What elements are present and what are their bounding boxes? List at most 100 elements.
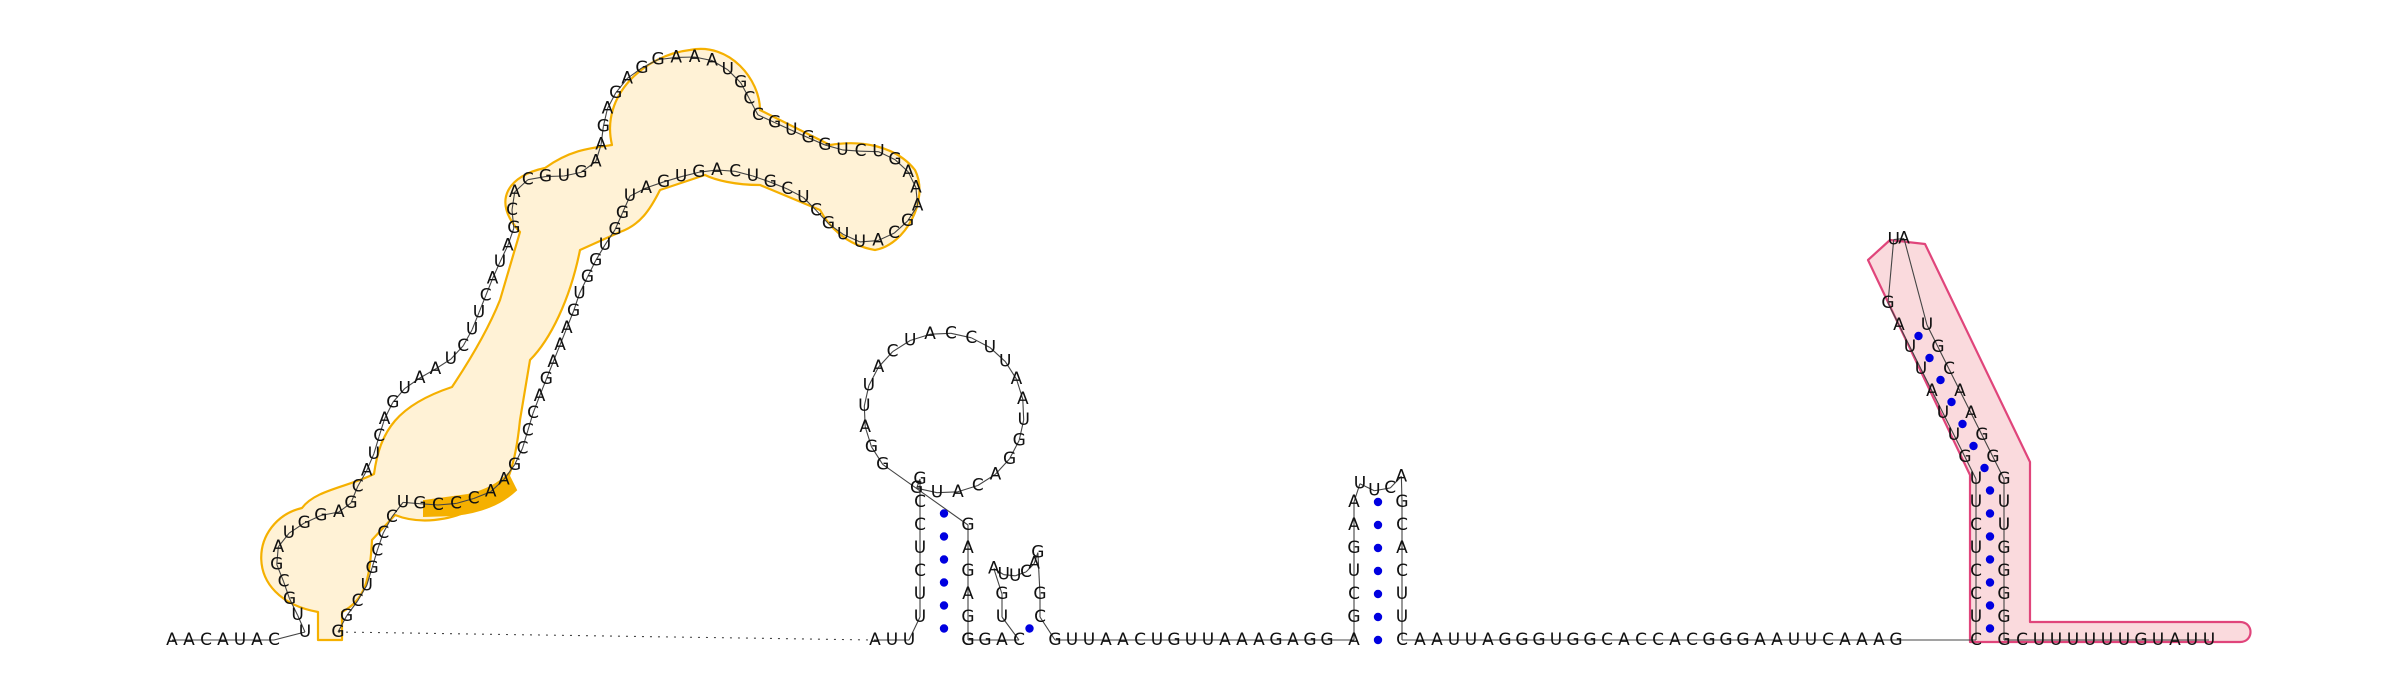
backbone-bond bbox=[282, 581, 291, 599]
nucleotide: C bbox=[810, 200, 822, 220]
nucleotide: U bbox=[1998, 515, 2010, 535]
nucleotide: C bbox=[1652, 630, 1664, 650]
nucleotide: A bbox=[1669, 630, 1681, 650]
backbone-bond bbox=[727, 69, 742, 84]
backbone-bond bbox=[859, 240, 879, 243]
backbone-bond bbox=[337, 631, 876, 641]
nucleotide: U bbox=[722, 60, 734, 80]
nucleotide: C bbox=[887, 342, 899, 362]
backbone-bond bbox=[527, 412, 534, 431]
nucleotide: C bbox=[371, 540, 383, 560]
backbone-bond bbox=[485, 278, 494, 296]
nucleotide: C bbox=[377, 523, 389, 543]
backbone-bond bbox=[957, 484, 978, 493]
nucleotide: G bbox=[1498, 630, 1511, 650]
nucleotide: C bbox=[2016, 630, 2028, 650]
nucleotide: C bbox=[888, 223, 900, 243]
nucleotide: G bbox=[961, 561, 974, 581]
nucleotide: U bbox=[797, 187, 809, 207]
backbone-bond bbox=[1022, 399, 1025, 420]
nucleotide: U bbox=[473, 303, 485, 323]
nucleotide: U bbox=[466, 320, 478, 340]
backbone-bond bbox=[916, 487, 938, 494]
nucleotide: A bbox=[1954, 381, 1966, 401]
nucleotide: A bbox=[251, 630, 263, 650]
nucleotide: A bbox=[498, 470, 510, 490]
nucleotide: A bbox=[2169, 630, 2181, 650]
nucleotide: U bbox=[747, 166, 759, 186]
orange-filled-segment bbox=[423, 472, 518, 518]
nucleotide: G bbox=[1003, 449, 1016, 469]
nucleotide: U bbox=[872, 142, 884, 162]
nucleotide: G bbox=[270, 554, 283, 574]
backbone-bond bbox=[621, 195, 631, 214]
nucleotide: A bbox=[166, 630, 178, 650]
backbone-bond bbox=[511, 209, 515, 229]
nucleotide: G bbox=[609, 83, 622, 103]
backbone-bond bbox=[552, 344, 561, 363]
backbone-bond bbox=[357, 470, 368, 487]
nucleotide: U bbox=[1185, 630, 1197, 650]
nucleotide: U bbox=[283, 523, 295, 543]
nucleotide: U bbox=[1805, 630, 1817, 650]
backbone-bond bbox=[320, 511, 339, 517]
backbone-bond bbox=[511, 191, 516, 211]
nucleotide: U bbox=[368, 444, 380, 464]
nucleotide: A bbox=[1898, 229, 1910, 249]
nucleotide: C bbox=[450, 493, 462, 513]
base-pair-dot bbox=[939, 578, 949, 587]
nucleotide: G bbox=[1997, 630, 2010, 650]
nucleotide: C bbox=[1970, 515, 1982, 535]
nucleotide: C bbox=[1601, 630, 1613, 650]
nucleotide: G bbox=[331, 622, 344, 642]
backbone-bond bbox=[346, 600, 358, 617]
nucleotide: G bbox=[1031, 543, 1044, 563]
nucleotide: C bbox=[1034, 607, 1046, 627]
nucleotide: A bbox=[1396, 538, 1408, 558]
base-pair-dot bbox=[1958, 419, 1967, 429]
base-pair-dot bbox=[1980, 463, 1989, 473]
backbone-bond bbox=[455, 497, 474, 505]
nucleotide: C bbox=[1348, 584, 1360, 604]
nucleotide: G bbox=[283, 589, 296, 609]
base-pair-dot bbox=[1985, 578, 1995, 587]
nucleotide: U bbox=[234, 630, 246, 650]
nucleotide: G bbox=[734, 73, 747, 93]
backbone-bond bbox=[757, 114, 775, 124]
nucleotide: C bbox=[1020, 562, 1032, 582]
nucleotide: C bbox=[522, 421, 534, 441]
backbone-bond bbox=[694, 56, 713, 62]
nucleotide: C bbox=[386, 507, 398, 527]
backbone-bond bbox=[366, 567, 373, 586]
nucleotide: G bbox=[344, 493, 357, 513]
nucleotide: A bbox=[670, 47, 682, 67]
backbone-bond bbox=[989, 347, 1006, 362]
nucleotide: C bbox=[457, 336, 469, 356]
backbone-bond bbox=[473, 491, 491, 500]
backbone-bond bbox=[566, 310, 575, 329]
backbone-bond bbox=[791, 129, 809, 139]
nucleotide: G bbox=[1997, 538, 2010, 558]
nucleotide: U bbox=[836, 140, 848, 160]
backbone-bond bbox=[499, 245, 509, 263]
backbone-bond bbox=[864, 426, 873, 447]
nucleotide: U bbox=[1348, 561, 1360, 581]
nucleotide: A bbox=[554, 335, 566, 355]
backbone-bond bbox=[740, 82, 750, 100]
backbone-bond bbox=[392, 388, 406, 403]
backbone-bond bbox=[1948, 368, 1961, 392]
nucleotide: A bbox=[1117, 630, 1129, 650]
nucleotide: A bbox=[1028, 554, 1040, 574]
nucleotide: U bbox=[2101, 630, 2113, 650]
nucleotide: U bbox=[1904, 337, 1916, 357]
nucleotide: G bbox=[913, 469, 926, 489]
nucleotide: C bbox=[1396, 630, 1408, 650]
nucleotide: G bbox=[314, 506, 327, 526]
nucleotide: A bbox=[485, 482, 497, 502]
nucleotide: A bbox=[1348, 630, 1360, 650]
nucleotide: G bbox=[1997, 607, 2010, 627]
nucleotide: C bbox=[965, 328, 977, 348]
nucleotide: A bbox=[1253, 630, 1265, 650]
backbone-bond bbox=[646, 181, 664, 189]
